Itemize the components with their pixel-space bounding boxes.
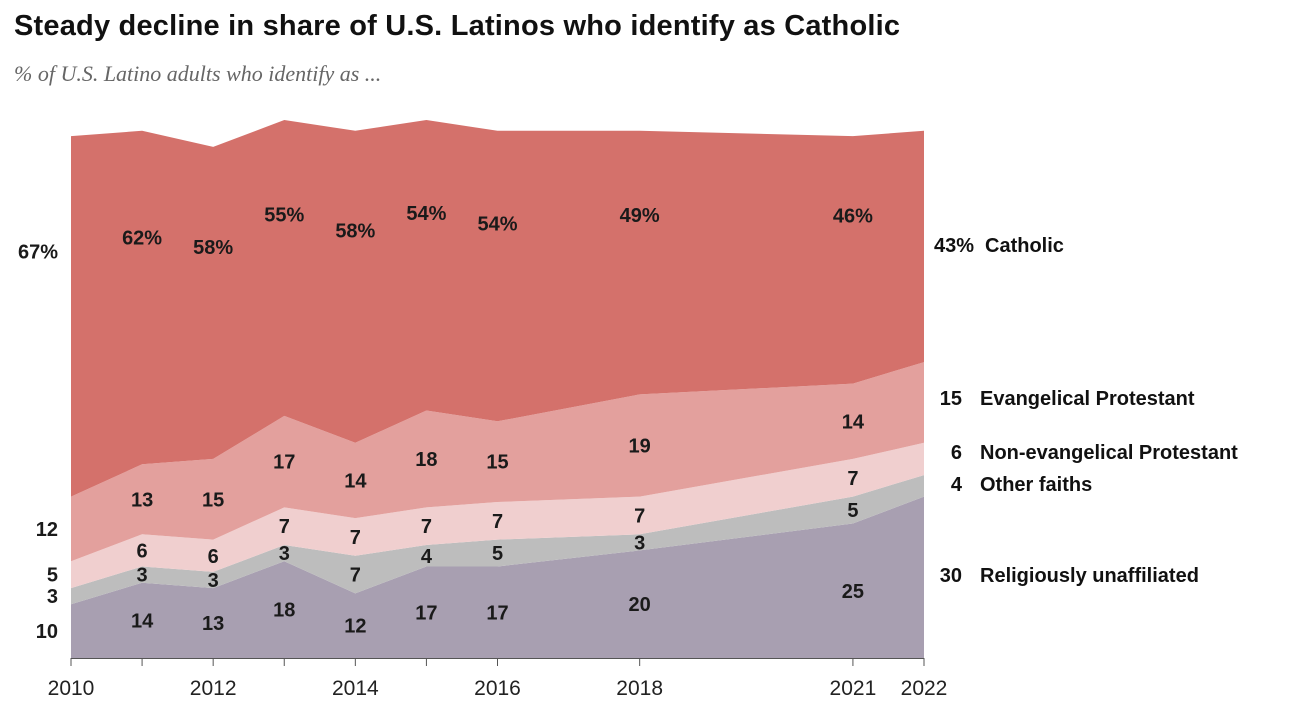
data-label-unaffiliated: 20 [629,594,651,616]
end-label-value: 30 [940,565,962,587]
data-label-evangelical: 15 [202,489,224,511]
data-label-non_evangelical: 7 [421,516,432,538]
x-tick-label: 2014 [332,677,379,700]
data-label-other: 5 [847,500,858,522]
data-label-other: 3 [137,565,148,587]
data-label-unaffiliated: 17 [415,602,437,624]
end-label-unaffiliated: 30 Religiously unaffiliated [940,565,1199,587]
data-label-catholic: 62% [122,227,162,249]
x-tick-label: 2018 [616,677,663,700]
x-tick-label: 2012 [190,677,237,700]
end-label-name: Evangelical Protestant [980,388,1195,410]
end-label-name: Catholic [985,235,1064,257]
chart-subtitle: % of U.S. Latino adults who identify as … [14,61,382,86]
data-label-non_evangelical: 7 [847,468,858,490]
chart-title: Steady decline in share of U.S. Latinos … [14,10,901,42]
data-label-catholic: 46% [833,205,873,227]
area-other [71,475,924,605]
area-unaffiliated [71,496,924,658]
end-label-value: 6 [951,442,962,464]
x-tick-label: 2010 [48,677,95,700]
data-label-other: 4 [421,546,433,568]
end-label-layer: 43% Catholic 15 Evangelical Protestant 6 Non-… [934,235,1238,587]
data-label-catholic: 58% [335,221,375,243]
data-label-unaffiliated: 18 [273,600,295,622]
area-layer [71,120,924,658]
data-label-non_evangelical: 7 [634,505,645,527]
area-catholic [71,120,924,497]
data-label-other: 3 [279,543,290,565]
data-label-unaffiliated: 25 [842,581,864,603]
x-axis: 2010 2012 2014 2016 2018 2021 2022 [48,658,948,700]
end-label-value: 4 [951,474,963,496]
data-label-other: 3 [47,586,58,608]
x-tick-label: 2016 [474,677,521,700]
data-label-unaffiliated: 14 [131,610,154,632]
data-label-catholic: 49% [620,205,660,227]
data-label-unaffiliated: 17 [486,602,508,624]
data-label-catholic: 55% [264,205,304,227]
end-label-name: Non-evangelical Protestant [980,442,1238,464]
end-label-non_evangelical: 6 Non-evangelical Protestant [951,442,1238,464]
area-non_evangelical [71,442,924,589]
data-label-catholic: 67% [18,241,58,263]
data-label-evangelical: 19 [629,435,651,457]
end-label-evangelical: 15 Evangelical Protestant [940,388,1195,410]
data-label-evangelical: 12 [36,519,58,541]
data-label-non_evangelical: 7 [279,516,290,538]
end-label-value: 15 [940,388,962,410]
data-label-evangelical: 14 [842,411,865,433]
data-label-catholic: 54% [477,214,517,236]
data-label-other: 3 [634,532,645,554]
data-label-non_evangelical: 5 [47,565,58,587]
data-label-unaffiliated: 13 [202,613,224,635]
data-label-unaffiliated: 12 [344,616,366,638]
end-label-other: 4 Other faiths [951,474,1092,496]
data-label-evangelical: 18 [415,449,437,471]
end-label-name: Other faiths [980,474,1092,496]
area-evangelical [71,362,924,562]
data-label-evangelical: 14 [344,470,367,492]
data-label-catholic: 58% [193,237,233,259]
x-tick-label: 2022 [901,677,948,700]
data-label-other: 5 [492,543,503,565]
end-label-name: Religiously unaffiliated [980,565,1199,587]
data-label-unaffiliated: 10 [36,621,58,643]
end-label-value: 43% [934,235,974,257]
x-tick-label: 2021 [830,677,877,700]
end-label-catholic: 43% Catholic [934,235,1064,257]
data-label-non_evangelical: 7 [492,511,503,533]
data-label-other: 7 [350,565,361,587]
data-label-evangelical: 17 [273,452,295,474]
data-label-evangelical: 15 [486,452,508,474]
data-label-evangelical: 13 [131,489,153,511]
data-label-non_evangelical: 6 [137,540,148,562]
data-label-non_evangelical: 7 [350,527,361,549]
data-label-other: 3 [208,570,219,592]
data-label-non_evangelical: 6 [208,546,219,568]
data-label-catholic: 54% [406,203,446,225]
